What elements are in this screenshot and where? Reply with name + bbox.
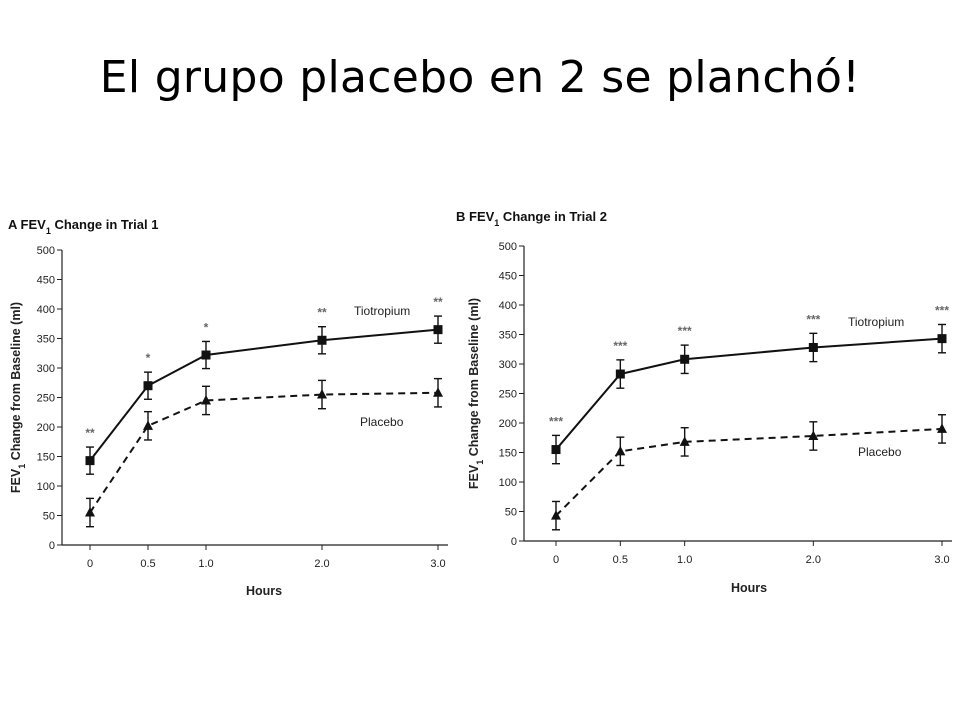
y-tick-label: 300 (499, 359, 517, 371)
y-tick-label: 500 (499, 241, 517, 253)
data-point-placebo (679, 436, 690, 446)
significance-marker: *** (678, 324, 692, 338)
y-tick-label: 150 (37, 452, 55, 464)
data-point-placebo (433, 387, 443, 397)
x-tick-label: 3.0 (430, 558, 445, 570)
significance-marker: * (204, 320, 209, 334)
x-tick-label: 2.0 (314, 558, 329, 570)
series-line-placebo (555, 427, 943, 517)
data-point-tiotropium (317, 335, 327, 345)
series-label-tiotropium: Tiotropium (848, 315, 904, 329)
significance-marker: ** (433, 295, 443, 309)
y-tick-label: 150 (499, 448, 517, 460)
y-tick-label: 450 (499, 271, 517, 283)
x-axis-label: Hours (731, 581, 767, 595)
significance-marker: *** (806, 312, 820, 326)
x-tick-label: 1.0 (677, 554, 692, 566)
panel-title: A FEV1 Change in Trial 1 (8, 217, 158, 236)
x-tick-label: 0.5 (140, 558, 155, 570)
data-point-placebo (937, 423, 947, 433)
x-axis-label: Hours (246, 584, 282, 598)
data-point-tiotropium (680, 354, 690, 364)
y-tick-label: 300 (37, 363, 55, 375)
y-axis-label: FEV1 Change from Baseline (ml) (467, 298, 485, 489)
significance-marker: ** (85, 426, 95, 440)
data-point-placebo (143, 420, 153, 430)
data-point-placebo (85, 507, 95, 517)
x-tick-label: 0 (87, 558, 93, 570)
y-tick-label: 450 (37, 275, 55, 287)
data-point-placebo (808, 430, 819, 440)
data-point-tiotropium (85, 456, 95, 466)
series-label-tiotropium: Tiotropium (354, 304, 410, 318)
y-tick-label: 100 (499, 477, 517, 489)
y-tick-label: 0 (49, 540, 55, 552)
x-tick-label: 1.0 (198, 558, 213, 570)
y-tick-label: 250 (37, 393, 55, 405)
y-tick-label: 400 (37, 304, 55, 316)
y-tick-label: 350 (499, 330, 517, 342)
panel-letter: B (456, 209, 469, 224)
data-point-tiotropium (143, 381, 153, 391)
data-point-placebo (551, 510, 561, 520)
x-tick-label: 0.5 (613, 554, 628, 566)
significance-marker: *** (613, 339, 627, 353)
series-line-tiotropium (555, 337, 943, 451)
y-tick-label: 50 (43, 511, 55, 523)
x-tick-label: 3.0 (934, 554, 949, 566)
chart-panel-a: A FEV1 Change in Trial 1 0 50 100 150 200 250 3… (8, 217, 448, 598)
data-point-placebo (615, 445, 626, 456)
data-point-placebo (201, 394, 211, 405)
series-label-placebo: Placebo (360, 415, 404, 429)
panel-letter: A (8, 217, 21, 232)
significance-marker: * (146, 351, 151, 365)
y-tick-label: 100 (37, 481, 55, 493)
y-tick-label: 250 (499, 389, 517, 401)
data-point-tiotropium (201, 350, 211, 360)
y-tick-label: 350 (37, 334, 55, 346)
chart-panel-b: B FEV1 Change in Trial 2 0 50 100 150 200 250 3… (456, 209, 952, 595)
y-axis-label: FEV1 Change from Baseline (ml) (9, 302, 27, 493)
data-point-tiotropium (808, 342, 818, 352)
y-tick-label: 200 (499, 418, 517, 430)
x-tick-label: 2.0 (806, 554, 821, 566)
x-tick-label: 0 (553, 554, 559, 566)
y-tick-label: 200 (37, 422, 55, 434)
significance-marker: ** (317, 306, 327, 320)
panel-title: B FEV1 Change in Trial 2 (456, 209, 607, 228)
y-tick-label: 50 (505, 507, 517, 519)
significance-marker: *** (549, 414, 563, 428)
series-label-placebo: Placebo (858, 445, 902, 459)
series-line-placebo (89, 391, 439, 514)
data-point-placebo (317, 389, 327, 399)
significance-marker: *** (935, 303, 949, 317)
slide-title: El grupo placebo en 2 se planchó! (99, 52, 861, 103)
y-tick-label: 400 (499, 300, 517, 312)
data-point-tiotropium (937, 334, 947, 344)
series-line-tiotropium (89, 328, 439, 462)
y-tick-label: 500 (37, 245, 55, 257)
y-tick-label: 0 (511, 536, 517, 548)
data-point-tiotropium (615, 369, 625, 379)
data-point-tiotropium (551, 445, 561, 455)
data-point-tiotropium (433, 325, 443, 335)
